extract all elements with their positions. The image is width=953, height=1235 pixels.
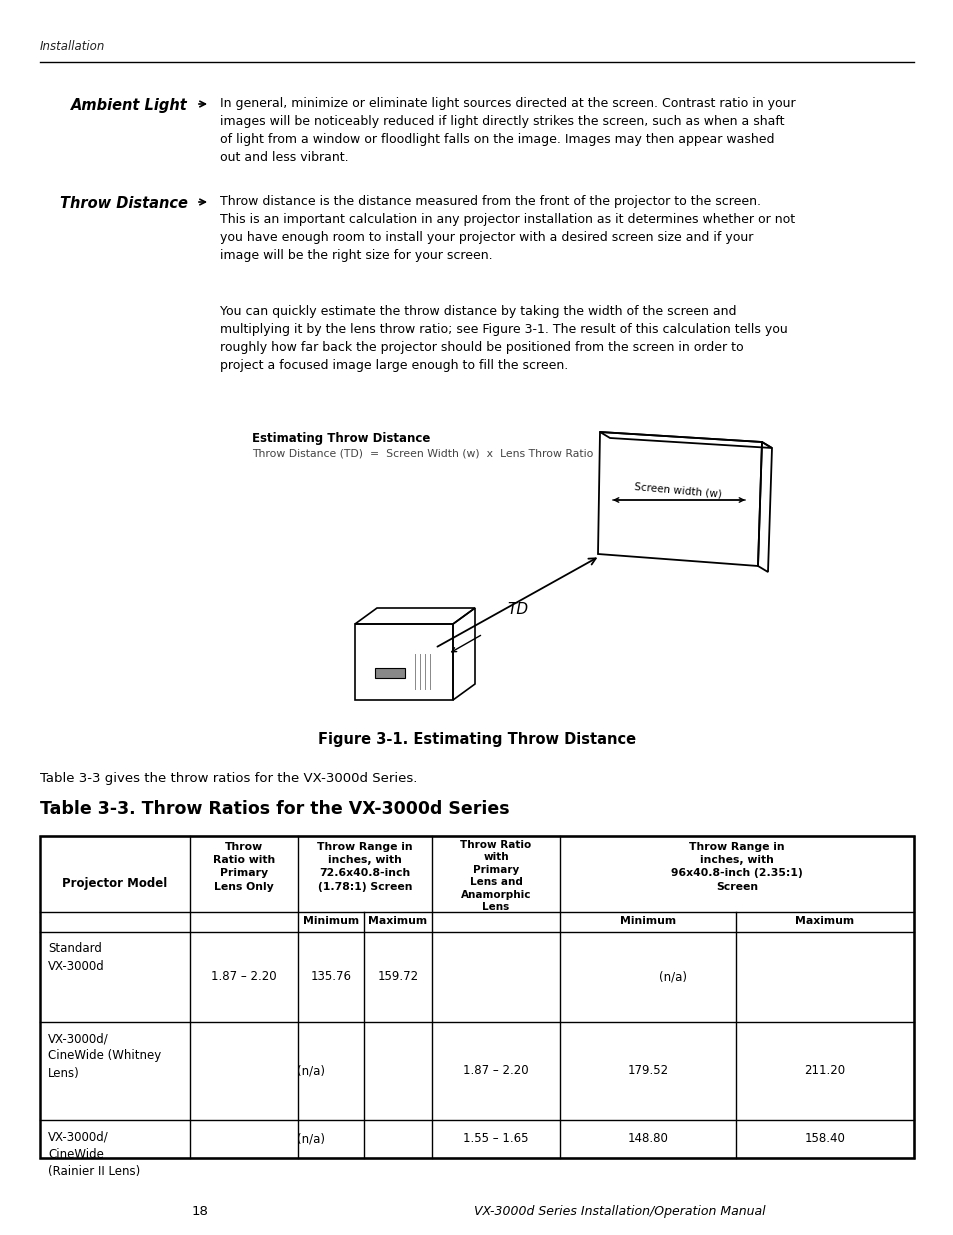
- Polygon shape: [375, 668, 405, 678]
- Text: Table 3-3. Throw Ratios for the VX-3000d Series: Table 3-3. Throw Ratios for the VX-3000d…: [40, 800, 509, 818]
- Text: Throw Distance (TD)  =  Screen Width (w)  x  Lens Throw Ratio: Throw Distance (TD) = Screen Width (w) x…: [252, 448, 593, 458]
- Text: TD: TD: [507, 603, 528, 618]
- Text: 158.40: 158.40: [803, 1132, 844, 1146]
- Text: Figure 3-1. Estimating Throw Distance: Figure 3-1. Estimating Throw Distance: [317, 732, 636, 747]
- Text: Throw Range in
inches, with
72.6x40.8-inch
(1.78:1) Screen: Throw Range in inches, with 72.6x40.8-in…: [316, 842, 413, 892]
- Text: Maximum: Maximum: [368, 916, 427, 926]
- Text: Maximum: Maximum: [795, 916, 854, 926]
- Text: VX-3000d/
CineWide
(Rainier II Lens): VX-3000d/ CineWide (Rainier II Lens): [48, 1130, 140, 1178]
- Text: 211.20: 211.20: [803, 1065, 844, 1077]
- Text: Ambient Light: Ambient Light: [71, 98, 188, 112]
- Text: VX-3000d Series Installation/Operation Manual: VX-3000d Series Installation/Operation M…: [474, 1205, 765, 1218]
- Text: (n/a): (n/a): [296, 1132, 325, 1146]
- Text: (n/a): (n/a): [659, 971, 686, 983]
- Text: (n/a): (n/a): [296, 1065, 325, 1077]
- Text: Estimating Throw Distance: Estimating Throw Distance: [252, 432, 430, 445]
- Text: 18: 18: [192, 1205, 208, 1218]
- Text: Installation: Installation: [40, 40, 105, 53]
- Text: 179.52: 179.52: [627, 1065, 668, 1077]
- Text: 1.87 – 2.20: 1.87 – 2.20: [463, 1065, 528, 1077]
- Text: 148.80: 148.80: [627, 1132, 668, 1146]
- Bar: [40, 836, 913, 1158]
- Text: Throw Ratio
with
Primary
Lens and
Anamorphic
Lens: Throw Ratio with Primary Lens and Anamor…: [460, 840, 531, 911]
- Text: Throw distance is the distance measured from the front of the projector to the s: Throw distance is the distance measured …: [220, 195, 794, 262]
- Text: Throw
Ratio with
Primary
Lens Only: Throw Ratio with Primary Lens Only: [213, 842, 274, 892]
- Text: Projector Model: Projector Model: [62, 878, 168, 890]
- Text: 159.72: 159.72: [377, 971, 418, 983]
- Text: Throw Distance: Throw Distance: [60, 196, 188, 211]
- Text: Screen width (w): Screen width (w): [633, 482, 721, 499]
- Text: 1.55 – 1.65: 1.55 – 1.65: [463, 1132, 528, 1146]
- Text: Throw Range in
inches, with
96x40.8-inch (2.35:1)
Screen: Throw Range in inches, with 96x40.8-inch…: [670, 842, 802, 892]
- Text: VX-3000d/
CineWide (Whitney
Lens): VX-3000d/ CineWide (Whitney Lens): [48, 1032, 161, 1079]
- Text: 1.87 – 2.20: 1.87 – 2.20: [211, 971, 276, 983]
- Text: Minimum: Minimum: [303, 916, 358, 926]
- Text: Standard
VX-3000d: Standard VX-3000d: [48, 942, 105, 972]
- Text: Minimum: Minimum: [619, 916, 676, 926]
- Text: Table 3-3 gives the throw ratios for the VX-3000d Series.: Table 3-3 gives the throw ratios for the…: [40, 772, 417, 785]
- Text: In general, minimize or eliminate light sources directed at the screen. Contrast: In general, minimize or eliminate light …: [220, 98, 795, 164]
- Text: You can quickly estimate the throw distance by taking the width of the screen an: You can quickly estimate the throw dista…: [220, 305, 787, 372]
- Text: 135.76: 135.76: [310, 971, 351, 983]
